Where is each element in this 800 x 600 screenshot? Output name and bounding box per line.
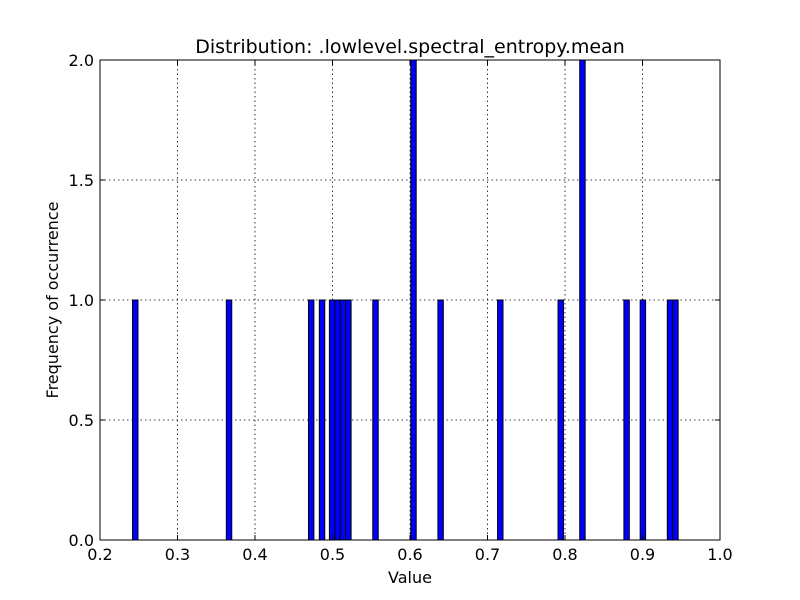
histogram-bar <box>345 299 352 541</box>
x-tick-label: 0.9 <box>630 545 655 564</box>
histogram-bar <box>318 299 326 541</box>
x-tick-label: 0.3 <box>165 545 190 564</box>
y-axis-label: Frequency of occurrence <box>43 202 62 399</box>
x-tick-label: 0.5 <box>320 545 345 564</box>
histogram-bar <box>132 299 139 541</box>
histogram-bar <box>225 299 233 541</box>
histogram-bar <box>372 299 379 541</box>
histogram-bar <box>672 299 679 541</box>
x-tick-label: 0.8 <box>552 545 577 564</box>
y-tick-label: 0.5 <box>69 411 94 430</box>
x-tick-label: 0.7 <box>475 545 500 564</box>
y-tick-label: 2.0 <box>69 51 94 70</box>
x-tick-label: 0.2 <box>87 545 112 564</box>
x-axis-label: Value <box>388 568 432 587</box>
histogram-bar <box>410 59 417 541</box>
y-tick-label: 0.0 <box>69 531 94 550</box>
x-tick-label: 1.0 <box>707 545 732 564</box>
histogram-bar <box>497 299 504 541</box>
x-tick-label: 0.6 <box>397 545 422 564</box>
histogram-bar <box>328 299 336 541</box>
histogram-bar <box>623 299 630 541</box>
histogram-bar <box>557 299 564 541</box>
histogram-bar <box>579 59 586 541</box>
histogram-bar <box>334 299 341 541</box>
y-tick-label: 1.5 <box>69 171 94 190</box>
axis-ticks <box>99 59 721 541</box>
y-tick-labels: 0.0 0.5 1.0 1.5 2.0 <box>69 51 94 550</box>
histogram-bar <box>339 299 347 541</box>
histogram-bar <box>307 299 315 541</box>
histogram-bar <box>666 299 674 541</box>
chart-title: Distribution: .lowlevel.spectral_entropy… <box>195 36 625 58</box>
x-tick-labels: 0.2 0.3 0.4 0.5 0.6 0.7 0.8 0.9 1.0 <box>87 545 732 564</box>
x-tick-label: 0.4 <box>242 545 267 564</box>
y-tick-label: 1.0 <box>69 291 94 310</box>
histogram-bar <box>639 299 647 541</box>
histogram-bar <box>437 299 444 541</box>
